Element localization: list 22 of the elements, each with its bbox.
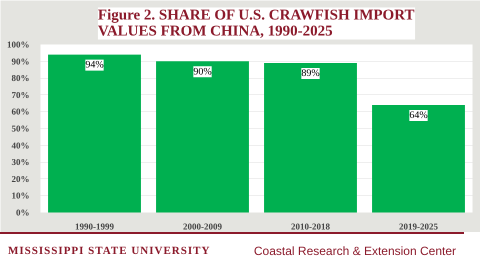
y-tick-label: 100% [7, 40, 30, 50]
x-tick-label: 1990-1999 [75, 222, 114, 232]
x-tick-label: 2000-2009 [183, 222, 222, 232]
y-tick-label: 50% [12, 124, 30, 134]
y-tick-label: 90% [12, 56, 30, 66]
data-label: 94% [85, 60, 104, 71]
y-tick-label: 40% [12, 140, 30, 150]
x-tick-label: 2010-2018 [291, 222, 330, 232]
x-tick-label: 2019-2025 [399, 222, 438, 232]
data-label: 89% [301, 68, 320, 79]
y-tick-label: 0% [16, 208, 30, 218]
y-tick-label: 60% [12, 106, 30, 117]
text: Coastal Research & Extension Center [254, 242, 456, 260]
y-tick-label: 80% [12, 73, 30, 84]
text: MISSISSIPPI STATE UNIVERSITY [8, 244, 210, 259]
data-label: 90% [193, 66, 212, 78]
y-tick-label: 10% [12, 190, 30, 201]
data-label: 64% [409, 110, 428, 121]
y-tick-label: 70% [12, 90, 30, 100]
chart-title: Figure 2. SHARE OF U.S. CRAWFISH IMPORT VALUES FROM CHINA, 1990-2025 [98, 8, 415, 40]
y-tick-label: 20% [12, 174, 30, 184]
y-tick-label: 30% [12, 157, 30, 168]
